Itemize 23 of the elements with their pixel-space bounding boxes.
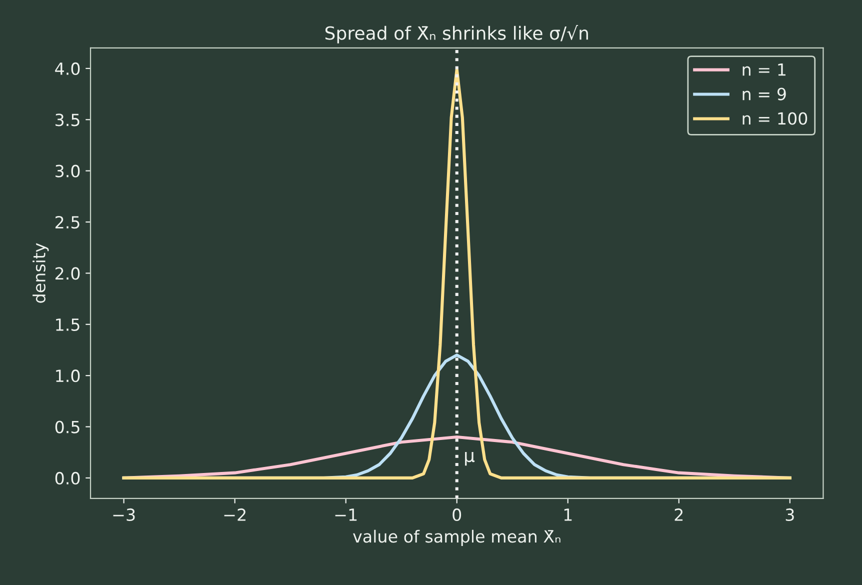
x-tick-label: 3 xyxy=(786,508,794,522)
y-tick-label: 0.5 xyxy=(55,420,80,434)
y-tick-label: 3.0 xyxy=(56,164,80,178)
chart-title: Spread of X̄ₙ shrinks like σ/√n xyxy=(325,24,588,44)
x-tick-label: 0 xyxy=(452,508,462,522)
x-axis-title: value of sample mean X̄ₙ xyxy=(353,530,560,546)
y-tick-label: 4.0 xyxy=(55,62,80,76)
ref-line-label: μ xyxy=(465,452,475,466)
legend-label: n = 1 xyxy=(742,63,786,76)
y-tick-label: 1.5 xyxy=(56,318,80,331)
x-tick-label: −3 xyxy=(113,508,135,522)
y-tick-label: 3.5 xyxy=(56,114,80,126)
y-tick-label: 2.5 xyxy=(56,216,80,229)
y-tick-label: 0.0 xyxy=(55,472,80,485)
y-axis-title: density xyxy=(32,243,49,303)
x-tick-label: −1 xyxy=(335,508,357,521)
x-tick-label: 2 xyxy=(674,508,683,521)
x-tick-label: −2 xyxy=(224,508,246,521)
x-tick-label: 1 xyxy=(564,508,572,521)
legend-label: n = 9 xyxy=(742,88,786,100)
legend-label: n = 100 xyxy=(742,112,808,125)
y-tick-label: 1.0 xyxy=(56,370,80,382)
y-tick-label: 2.0 xyxy=(56,267,80,280)
